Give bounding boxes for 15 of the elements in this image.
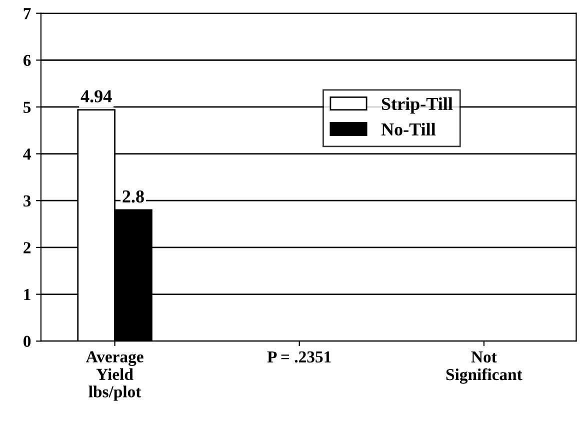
x-tick-label: Not Significant (446, 351, 522, 384)
y-tick-label: 1 (24, 289, 30, 300)
y-tick-label: 7 (24, 8, 31, 20)
y-tick-label: 3 (24, 195, 31, 207)
x-tick-label: P = .2351 (267, 351, 331, 363)
data-label: 2.8 (122, 190, 144, 203)
y-tick-label: 2 (24, 242, 31, 254)
y-tick-label: 5 (24, 102, 31, 113)
y-tick-label: 0 (24, 336, 31, 348)
data-label: 4.94 (80, 90, 112, 102)
y-tick-label: 4 (23, 148, 31, 160)
legend-label: No-Till (381, 122, 436, 136)
legend-label: Strip-Till (382, 97, 453, 114)
y-tick-label: 6 (23, 54, 31, 66)
x-tick-label: Average Yield lbs/plot (86, 351, 144, 401)
